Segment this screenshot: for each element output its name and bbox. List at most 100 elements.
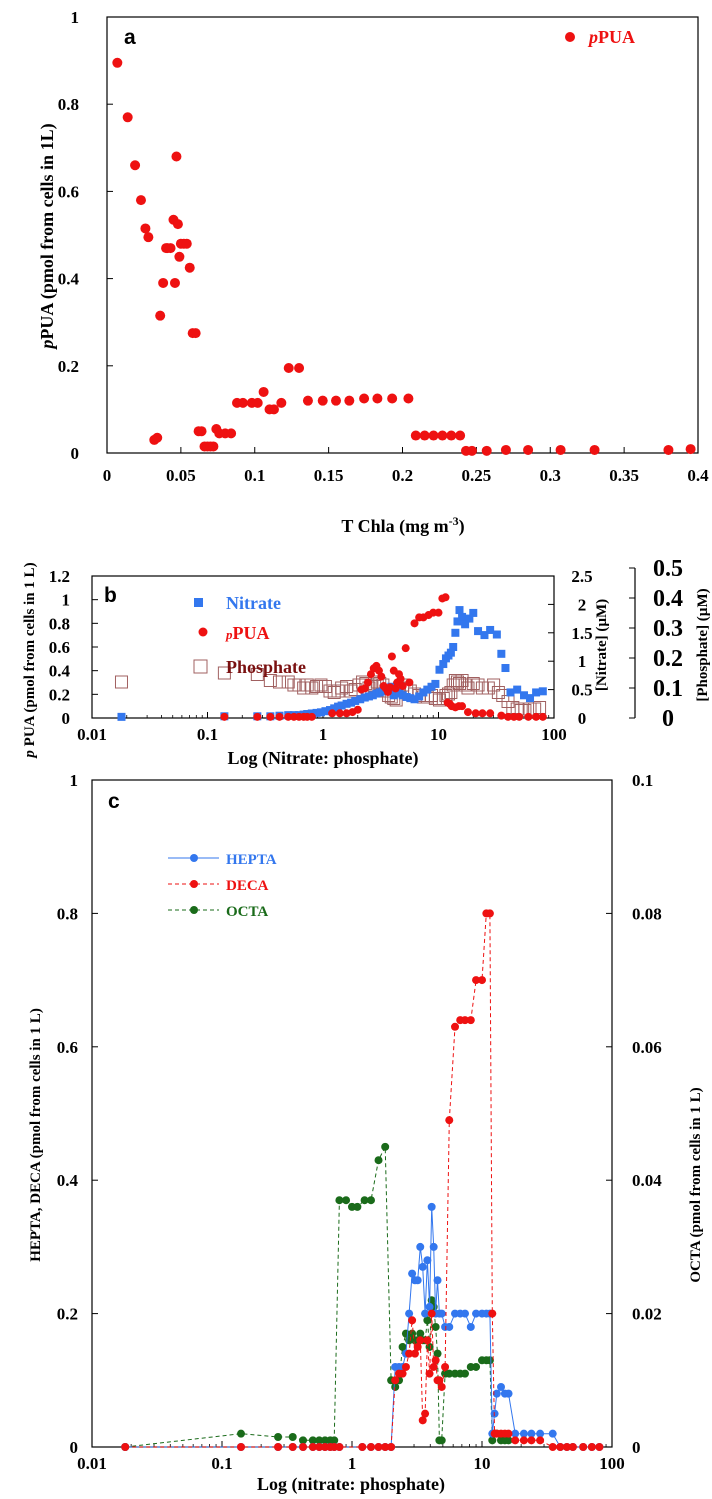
data-point-ppua-a xyxy=(302,395,313,406)
data-point-ppua-b xyxy=(360,684,369,693)
data-point-ppua-b xyxy=(504,712,513,721)
data-point-deca-c xyxy=(431,1356,440,1365)
legend-marker-ppua-a xyxy=(565,32,575,42)
y-tick-label-right-nitrate-b: 1 xyxy=(578,652,587,671)
data-point-phosphate-b xyxy=(491,686,505,699)
data-point-phosphate-b xyxy=(335,681,349,695)
data-point-ppua-b xyxy=(478,709,487,718)
data-point-hepta-c xyxy=(492,1389,501,1398)
data-point-deca-c xyxy=(472,976,481,985)
series-line-octa-c xyxy=(125,1146,509,1448)
data-point-nitrate-b xyxy=(342,699,351,708)
legend-marker-ppua-b xyxy=(198,627,208,637)
series-line-deca-c xyxy=(125,912,600,1448)
data-point-nitrate-b xyxy=(458,612,467,621)
data-point-octa-c xyxy=(391,1382,400,1391)
data-point-ppua-a xyxy=(143,232,154,243)
y-tick-label-left-c: 0 xyxy=(70,1438,79,1457)
data-point-ppua-a xyxy=(112,57,123,68)
data-point-ppua-a xyxy=(184,262,195,273)
data-point-deca-c xyxy=(519,1436,528,1445)
data-point-ppua-b xyxy=(538,712,547,721)
data-point-ppua-a xyxy=(226,428,237,439)
data-point-octa-c xyxy=(433,1349,442,1358)
data-point-deca-c xyxy=(288,1443,297,1451)
data-point-phosphate-b xyxy=(481,681,495,695)
data-point-deca-c xyxy=(405,1349,414,1358)
data-point-ppua-b xyxy=(335,709,344,718)
y-tick-label-right-phosphate-b: 0.1 xyxy=(653,676,683,702)
data-point-ppua-a xyxy=(258,386,269,397)
data-point-deca-c xyxy=(587,1443,596,1451)
axis-ticks-c: 0.01 0.1 1 10 10000.20.40.60.8100.020.040.06… xyxy=(57,771,663,1473)
x-tick-label-a: 0.35 xyxy=(609,466,639,485)
data-point-phosphate-b xyxy=(533,701,547,714)
y-tick-label-left-c: 1 xyxy=(70,771,79,790)
y-tick-label-left-b: 0 xyxy=(62,709,71,728)
data-point-nitrate-b xyxy=(410,695,419,704)
x-tick-label-b: 1 xyxy=(319,725,328,744)
axis-ticks-b: 0.01 0.1 1 10 100 0 0.2 0.4 0.6 0.8 1 1.2 0 0.5 1 1.5 2 2… xyxy=(49,556,683,744)
y-tick-label-a: 0.2 xyxy=(58,357,79,376)
data-point-deca-c xyxy=(488,1309,497,1318)
data-point-octa-c xyxy=(408,1329,417,1338)
data-point-deca-c xyxy=(236,1443,245,1451)
data-point-octa-c xyxy=(236,1429,245,1438)
data-point-nitrate-b xyxy=(480,631,489,640)
data-point-octa-c xyxy=(472,1362,481,1371)
data-point-nitrate-b xyxy=(356,695,365,704)
data-point-ppua-a xyxy=(294,362,305,373)
data-point-deca-c xyxy=(579,1443,588,1451)
data-point-phosphate-b xyxy=(263,674,277,687)
data-point-phosphate-b xyxy=(114,675,128,689)
y-tick-label-left-b: 0.2 xyxy=(49,685,70,704)
data-point-ppua-b xyxy=(363,678,372,687)
data-point-deca-c xyxy=(466,1016,475,1025)
data-point-deca-c xyxy=(536,1436,545,1445)
data-point-nitrate-b xyxy=(461,620,470,629)
chart-c: 0.01 0.1 1 10 10000.20.40.60.8100.020.040.06… xyxy=(28,771,704,1495)
data-point-ppua-a xyxy=(122,112,133,123)
y-tick-label-right-c: 0.02 xyxy=(632,1305,662,1324)
data-point-deca-c xyxy=(461,1016,470,1025)
legend-label-ppua-b: pPUA xyxy=(225,623,270,643)
data-point-deca-c xyxy=(562,1443,571,1451)
data-point-ppua-a xyxy=(359,393,370,404)
data-point-deca-c xyxy=(401,1362,410,1371)
data-point-phosphate-b xyxy=(466,677,480,690)
data-point-phosphate-b xyxy=(331,684,345,698)
data-point-octa-c xyxy=(445,1369,454,1378)
data-point-nitrate-b xyxy=(469,608,478,617)
data-point-deca-c xyxy=(511,1436,520,1445)
data-point-deca-c xyxy=(595,1443,604,1451)
data-point-ppua-a xyxy=(387,393,398,404)
data-point-octa-c xyxy=(335,1196,344,1205)
data-point-ppua-a xyxy=(130,160,141,171)
y-tick-label-right-nitrate-b: 1.5 xyxy=(571,624,592,643)
data-point-ppua-a xyxy=(196,426,207,437)
data-point-deca-c xyxy=(408,1316,417,1325)
data-point-nitrate-b xyxy=(347,698,356,707)
data-point-deca-c xyxy=(423,1336,432,1345)
data-point-hepta-c xyxy=(461,1309,470,1318)
data-point-nitrate-b xyxy=(453,617,462,626)
y-tick-label-right-nitrate-b: 0 xyxy=(578,709,587,728)
data-point-ppua-b xyxy=(253,712,262,721)
data-point-ppua-a xyxy=(208,441,219,452)
data-point-deca-c xyxy=(556,1443,565,1451)
data-point-deca-c xyxy=(121,1443,130,1451)
data-point-deca-c xyxy=(548,1443,557,1451)
data-point-deca-c xyxy=(358,1443,367,1451)
data-point-nitrate-b xyxy=(439,660,448,669)
data-point-nitrate-b xyxy=(449,643,458,651)
data-point-octa-c xyxy=(360,1196,369,1205)
data-point-hepta-c xyxy=(536,1429,545,1438)
x-axis-label-b: Log (Nitrate: phosphate) xyxy=(228,748,419,769)
x-tick-label-a: 0.2 xyxy=(392,466,413,485)
y-tick-label-left-c: 0.2 xyxy=(57,1305,78,1324)
data-point-deca-c xyxy=(429,1362,438,1371)
data-point-ppua-a xyxy=(428,430,439,441)
data-point-nitrate-b xyxy=(506,688,515,697)
y-axis-label-phosphate-b: [Phosphate] (µM) xyxy=(695,588,711,701)
y-tick-label-left-b: 1 xyxy=(62,591,71,610)
